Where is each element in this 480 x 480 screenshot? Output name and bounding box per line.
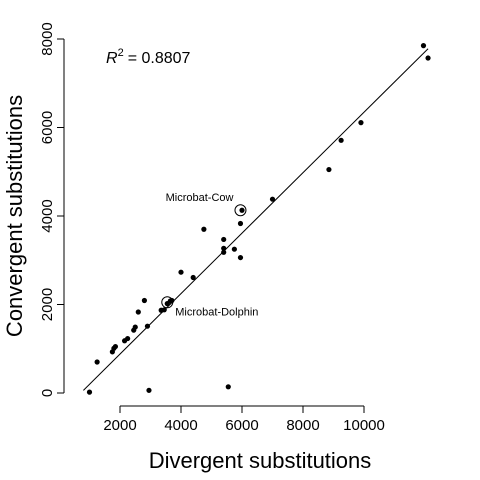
y-tick-label: 0 xyxy=(39,389,56,397)
data-point xyxy=(161,307,167,313)
highlight-ring xyxy=(161,296,174,309)
data-point xyxy=(144,323,151,329)
r-squared-value: = 0.8807 xyxy=(128,50,191,67)
data-point xyxy=(178,269,184,275)
r-squared-symbol: R xyxy=(106,50,118,67)
data-point xyxy=(141,297,147,304)
x-ticks: 2000 4000 6000 8000 10000 xyxy=(103,406,385,434)
data-point xyxy=(221,236,227,243)
data-point xyxy=(146,387,152,393)
data-point xyxy=(358,120,364,126)
data-point xyxy=(94,359,100,365)
r-squared-label: R2 = 0.8807 xyxy=(106,47,191,67)
data-point xyxy=(269,196,276,202)
data-point xyxy=(326,166,332,173)
data-point xyxy=(221,249,227,255)
y-tick-label: 4000 xyxy=(39,199,56,232)
annotation-label: Microbat-Dolphin xyxy=(175,306,258,318)
data-points xyxy=(86,43,431,395)
data-point xyxy=(135,309,141,315)
y-tick-label: 8000 xyxy=(39,22,56,55)
x-tick-label: 6000 xyxy=(225,417,258,434)
data-point xyxy=(420,43,427,49)
annotation-label: Microbat-Cow xyxy=(166,192,234,204)
x-tick-label: 2000 xyxy=(103,417,136,434)
axes: 2000 4000 6000 8000 10000 0 2000 4000 6000 8000 xyxy=(39,22,385,434)
data-point xyxy=(225,384,231,390)
data-point xyxy=(239,207,245,213)
data-point xyxy=(237,254,244,261)
y-tick-label: 2000 xyxy=(39,288,56,321)
data-point xyxy=(201,226,207,232)
data-point xyxy=(125,335,131,342)
data-point xyxy=(237,220,244,227)
data-point xyxy=(231,246,237,252)
data-point xyxy=(221,245,227,251)
data-point xyxy=(132,324,138,330)
x-axis-title: Divergent substitutions xyxy=(149,448,372,473)
data-point xyxy=(112,343,119,350)
highlight-ring xyxy=(234,204,247,217)
y-axis-title: Convergent substitutions xyxy=(2,95,27,337)
annotations: Microbat-Cow Microbat-Dolphin xyxy=(161,192,258,318)
x-tick-label: 10000 xyxy=(343,417,385,434)
data-point xyxy=(86,389,93,395)
y-tick-label: 6000 xyxy=(39,111,56,144)
data-point xyxy=(338,137,344,143)
data-point xyxy=(425,55,431,61)
r-squared-exponent: 2 xyxy=(118,47,124,59)
x-tick-label: 8000 xyxy=(286,417,319,434)
regression-line xyxy=(83,48,429,391)
y-ticks: 0 2000 4000 6000 8000 xyxy=(39,22,64,397)
data-point xyxy=(190,274,196,281)
x-tick-label: 4000 xyxy=(164,417,197,434)
